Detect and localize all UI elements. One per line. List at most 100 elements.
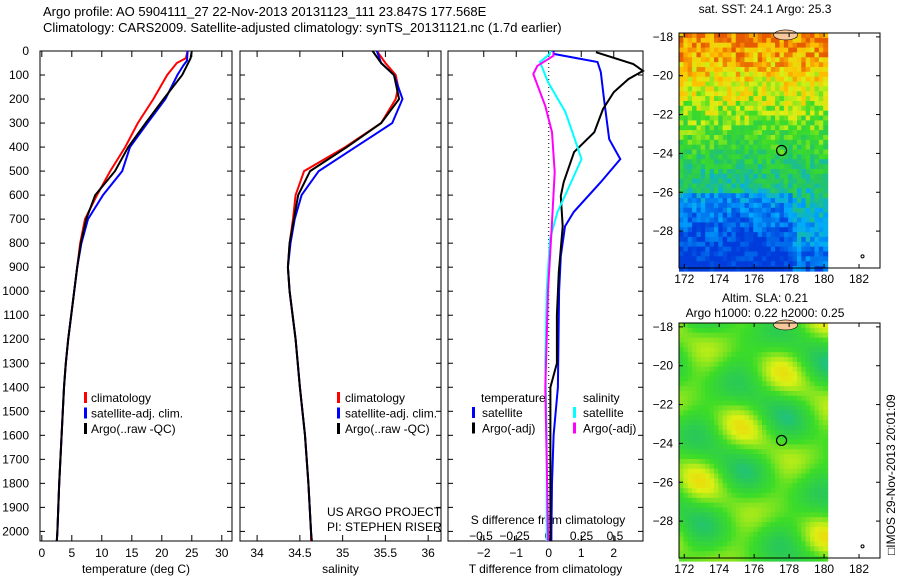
map-cell	[810, 536, 816, 543]
map-cell	[753, 556, 759, 562]
x-tick-label: 0	[545, 546, 552, 560]
map-cell	[705, 410, 711, 416]
map-cell	[779, 342, 785, 348]
map-cell	[679, 86, 684, 92]
map-cell	[727, 556, 733, 562]
map-cell	[788, 342, 794, 348]
map-cell	[727, 62, 733, 68]
map-cell	[805, 227, 811, 233]
map-cell	[718, 463, 724, 470]
map-cell	[797, 71, 802, 78]
map-cell	[692, 415, 698, 421]
map-cell	[801, 76, 807, 83]
map-cell	[700, 139, 706, 146]
map-cell	[753, 434, 759, 441]
map-cell	[797, 425, 802, 431]
map-cell	[683, 376, 689, 382]
map-cell	[705, 531, 711, 538]
map-cell	[792, 502, 798, 509]
map-cell	[775, 120, 781, 126]
map-cell	[687, 198, 693, 204]
map-cell	[709, 91, 715, 97]
map-cell	[823, 120, 829, 126]
map-cell	[687, 188, 693, 194]
map-cell	[731, 135, 737, 141]
map-cell	[823, 483, 829, 489]
map-cell	[722, 434, 728, 441]
map-cell	[814, 188, 820, 194]
map-cell	[818, 439, 824, 445]
map-cell	[705, 86, 711, 92]
map-cell	[766, 169, 772, 175]
map-cell	[727, 261, 733, 267]
map-cell	[783, 81, 789, 88]
map-cell	[718, 357, 724, 363]
map-cell	[818, 454, 824, 460]
map-cell	[797, 52, 802, 58]
map-cell	[801, 52, 807, 58]
map-cell	[679, 154, 684, 160]
map-cell	[805, 347, 811, 353]
map-cell	[683, 149, 689, 155]
map-cell	[797, 251, 802, 257]
map-cell	[735, 164, 741, 170]
map-cell	[753, 323, 759, 329]
map-cell	[797, 125, 802, 131]
map-cell	[735, 261, 741, 267]
map-cell	[744, 256, 750, 262]
map-cell	[744, 352, 750, 358]
map-cell	[753, 415, 759, 421]
map-cell	[757, 454, 763, 460]
map-cell	[714, 352, 719, 358]
map-cell	[810, 332, 816, 339]
map-cell	[705, 507, 711, 513]
map-cell	[718, 517, 724, 523]
map-cell	[801, 531, 807, 538]
map-cell	[762, 135, 767, 141]
map-cell	[823, 241, 829, 248]
map-cell	[779, 149, 785, 155]
map-cell	[709, 144, 715, 151]
map-cell	[740, 337, 746, 344]
map-cell	[823, 352, 829, 358]
map-cell	[740, 33, 746, 39]
map-cell	[683, 507, 689, 513]
map-cell	[783, 135, 789, 141]
map-cell	[700, 546, 706, 552]
map-cell	[762, 149, 767, 155]
map-cell	[797, 352, 802, 358]
map-cell	[735, 332, 741, 339]
map-cell	[700, 425, 706, 431]
map-cell	[770, 71, 776, 78]
y-tick-label: 1600	[2, 428, 29, 442]
map-cell	[801, 332, 807, 339]
map-cell	[679, 497, 684, 504]
map-cell	[687, 434, 693, 441]
map-cell	[792, 42, 798, 49]
map-cell	[801, 434, 807, 441]
map-cell	[696, 415, 702, 421]
map-cell	[801, 459, 807, 465]
map-cell	[810, 337, 816, 344]
map-cell	[731, 517, 737, 523]
map-cell	[818, 463, 824, 470]
map-cell	[740, 183, 746, 189]
map-cell	[722, 149, 728, 155]
map-cell	[727, 357, 733, 363]
map-cell	[797, 193, 802, 199]
map-cell	[714, 62, 719, 68]
map-cell	[722, 91, 728, 97]
map-cell	[748, 227, 754, 233]
map-cell	[783, 425, 789, 431]
map-cell	[753, 236, 759, 243]
map-cell	[788, 459, 794, 465]
map-cell	[792, 236, 798, 243]
map-cell	[783, 217, 789, 223]
map-cell	[810, 541, 816, 547]
map-cell	[766, 62, 772, 68]
map-cell	[770, 405, 776, 411]
map-cell	[687, 105, 693, 112]
map-cell	[770, 120, 776, 126]
map-cell	[762, 188, 767, 194]
map-cell	[818, 347, 824, 353]
